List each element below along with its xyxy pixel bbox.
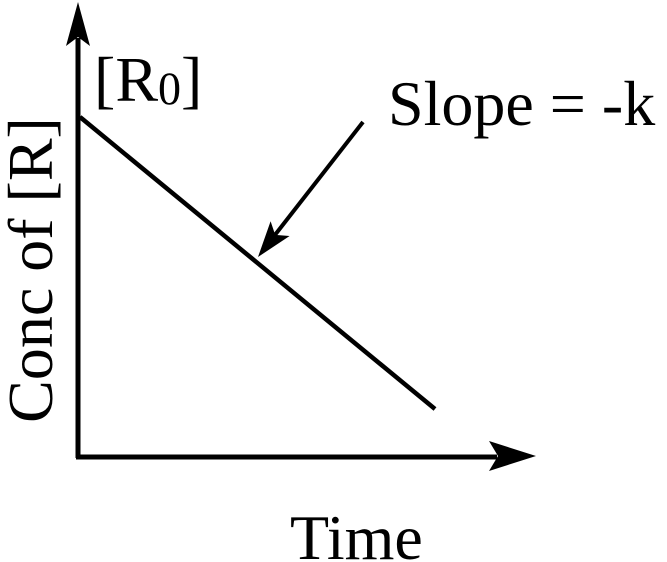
x-axis-label: Time (290, 502, 423, 562)
slope-annotation-arrowhead-icon (258, 221, 290, 257)
slope-annotation-arrow-shaft (262, 120, 365, 251)
initial-concentration-open: [R (94, 44, 158, 115)
concentration-line (78, 115, 437, 411)
slope-annotation-label: Slope = -k (388, 68, 656, 139)
x-axis-arrowhead-icon (489, 441, 536, 471)
initial-concentration-close: ] (181, 44, 203, 115)
y-axis-arrowhead-icon (66, 2, 90, 46)
initial-concentration-subscript: 0 (158, 62, 182, 114)
y-axis-label: Conc of [R] (0, 117, 66, 423)
initial-concentration-label: [R0] (94, 48, 202, 112)
